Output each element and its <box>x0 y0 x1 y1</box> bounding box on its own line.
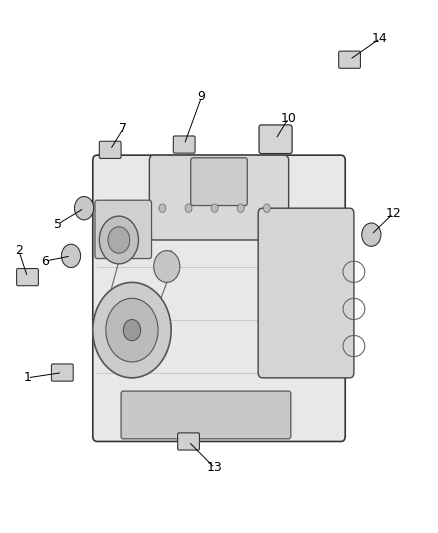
Text: 7: 7 <box>119 122 127 135</box>
FancyBboxPatch shape <box>259 125 292 154</box>
Text: 14: 14 <box>372 32 388 45</box>
Circle shape <box>263 204 270 213</box>
Circle shape <box>61 244 81 268</box>
Text: 6: 6 <box>41 255 49 268</box>
FancyBboxPatch shape <box>191 158 247 206</box>
FancyBboxPatch shape <box>173 136 195 153</box>
Circle shape <box>99 216 138 264</box>
Circle shape <box>108 227 130 253</box>
FancyBboxPatch shape <box>17 269 39 286</box>
FancyBboxPatch shape <box>95 200 152 259</box>
FancyBboxPatch shape <box>149 155 289 240</box>
Text: 5: 5 <box>54 217 62 231</box>
FancyBboxPatch shape <box>99 141 121 158</box>
Circle shape <box>237 204 244 213</box>
Circle shape <box>106 298 158 362</box>
Circle shape <box>93 282 171 378</box>
FancyBboxPatch shape <box>51 364 73 381</box>
FancyBboxPatch shape <box>121 391 291 439</box>
Circle shape <box>362 223 381 246</box>
Text: 10: 10 <box>281 111 297 125</box>
Text: 1: 1 <box>24 372 32 384</box>
Circle shape <box>159 204 166 213</box>
Text: 12: 12 <box>385 207 401 220</box>
Text: 9: 9 <box>198 90 205 103</box>
Circle shape <box>154 251 180 282</box>
FancyBboxPatch shape <box>178 433 199 450</box>
Circle shape <box>123 319 141 341</box>
Circle shape <box>185 204 192 213</box>
Circle shape <box>211 204 218 213</box>
FancyBboxPatch shape <box>258 208 354 378</box>
Text: 2: 2 <box>15 244 23 257</box>
FancyBboxPatch shape <box>93 155 345 441</box>
Text: 13: 13 <box>207 462 223 474</box>
Circle shape <box>74 197 94 220</box>
FancyBboxPatch shape <box>339 51 360 68</box>
